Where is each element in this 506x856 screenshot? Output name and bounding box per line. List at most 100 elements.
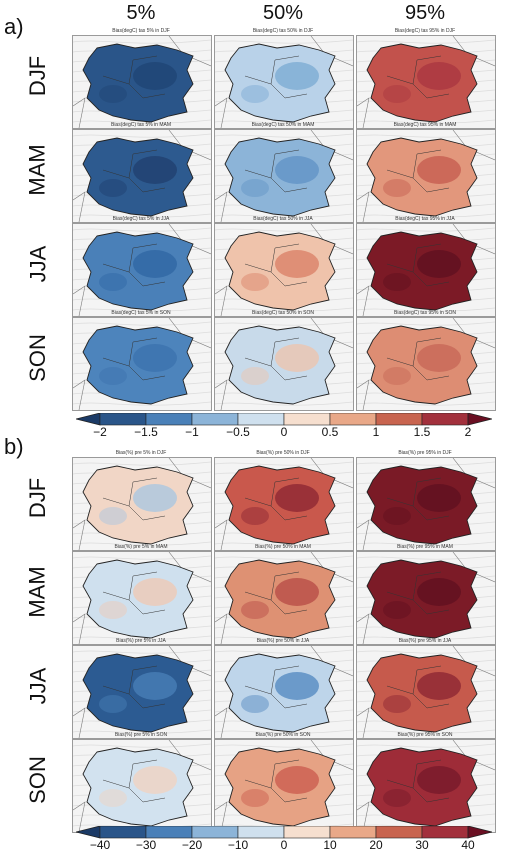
internal-border: [244, 685, 308, 709]
region-accent: [417, 344, 461, 372]
map-panel: [214, 317, 354, 411]
internal-border: [386, 591, 450, 615]
region-accent: [275, 766, 319, 794]
map-title: Bias(%) pre 50% in MAM: [255, 544, 311, 550]
relief-line: [215, 635, 353, 640]
colorbar-low-extension: [76, 826, 101, 839]
map-graphic: [215, 458, 353, 550]
relief-line: [215, 729, 353, 734]
map-panel: [356, 35, 496, 129]
map-graphic: [357, 458, 495, 550]
colorbar-segment: [329, 413, 377, 426]
relief-line: [73, 635, 211, 640]
region-accent: [99, 273, 127, 291]
border-line: [357, 97, 370, 128]
internal-border: [244, 169, 308, 193]
border-line: [357, 707, 370, 738]
relief-line: [357, 39, 495, 44]
relief-line: [73, 743, 211, 748]
colorbar-segment: [329, 826, 377, 839]
colorbar-tick-label: −0.5: [226, 425, 250, 439]
panel-label-1: b): [4, 434, 24, 459]
map-title: Bias(%) pre 5% in DJF: [115, 450, 167, 456]
region-accent: [417, 250, 461, 278]
colorbar-tick-label: 20: [369, 838, 383, 852]
map-graphic: [73, 224, 211, 316]
region-accent: [99, 601, 127, 619]
region-accent: [241, 695, 269, 713]
border-line: [215, 191, 228, 222]
map-graphic: [215, 740, 353, 832]
region-accent: [241, 789, 269, 807]
colorbar-segment: [145, 826, 193, 839]
map-title: Bias(degC) tas 50% in JJA: [253, 216, 313, 222]
map-title: Bias(%) pre 50% in SON: [255, 732, 311, 738]
relief-line: [357, 119, 495, 124]
internal-border: [102, 779, 166, 803]
border-line: [215, 613, 228, 644]
region-accent: [241, 85, 269, 103]
map-graphic: [215, 552, 353, 644]
relief-line: [357, 307, 495, 312]
map-title: Bias(degC) tas 95% in JJA: [395, 216, 455, 222]
border-line: [73, 285, 86, 316]
region-accent: [133, 250, 177, 278]
map-panel: [356, 645, 496, 739]
map-title: Bias(degC) tas 95% in MAM: [393, 122, 457, 128]
relief-line: [73, 133, 211, 138]
internal-border: [386, 169, 450, 193]
colorbar-tick-label: −10: [227, 838, 249, 852]
internal-border: [386, 685, 450, 709]
region-accent: [383, 601, 411, 619]
internal-border: [270, 243, 300, 273]
relief-line: [215, 227, 353, 232]
colorbar-segment: [145, 413, 193, 426]
column-header-0: 5%: [126, 2, 156, 24]
internal-border: [386, 779, 450, 803]
region-accent: [383, 695, 411, 713]
region-accent: [99, 789, 127, 807]
map-title: Bias(%) pre 95% in JJA: [398, 638, 452, 644]
internal-border: [412, 243, 442, 273]
region-accent: [241, 507, 269, 525]
map-title: Bias(degC) tas 5% in SON: [111, 310, 171, 316]
map-title: Bias(degC) tas 5% in DJF: [112, 28, 170, 34]
colorbar-segment: [99, 826, 147, 839]
colorbar-segment: [421, 826, 469, 839]
map-title: Bias(%) pre 95% in MAM: [397, 544, 453, 550]
season-label-jja: JJA: [25, 245, 50, 283]
season-label-mam: MAM: [25, 144, 51, 196]
internal-border: [128, 55, 158, 85]
map-graphic: [357, 130, 495, 222]
internal-border: [412, 665, 442, 695]
internal-border: [270, 759, 300, 789]
relief-line: [73, 307, 211, 312]
region-accent: [99, 507, 127, 525]
border-line: [73, 519, 86, 550]
panel-label-0: a): [4, 14, 24, 39]
border-line: [73, 707, 86, 738]
map-panel: [356, 129, 496, 223]
relief-line: [73, 119, 211, 124]
colorbar-tick-label: −1.5: [134, 425, 158, 439]
internal-border: [102, 497, 166, 521]
map-graphic: [73, 318, 211, 410]
internal-border: [386, 263, 450, 287]
map-panel: [214, 645, 354, 739]
colorbar-segment: [375, 413, 423, 426]
internal-border: [412, 571, 442, 601]
map-panel: [72, 457, 212, 551]
region-accent: [275, 344, 319, 372]
region-accent: [417, 62, 461, 90]
region-accent: [417, 484, 461, 512]
map-panel: [214, 551, 354, 645]
region-accent: [383, 85, 411, 103]
colorbar-segment: [237, 826, 285, 839]
internal-border: [386, 75, 450, 99]
internal-border: [128, 149, 158, 179]
season-label-mam: MAM: [25, 566, 51, 618]
border-line: [73, 191, 86, 222]
season-label-son: SON: [25, 756, 50, 804]
map-panel: [214, 457, 354, 551]
internal-border: [102, 169, 166, 193]
